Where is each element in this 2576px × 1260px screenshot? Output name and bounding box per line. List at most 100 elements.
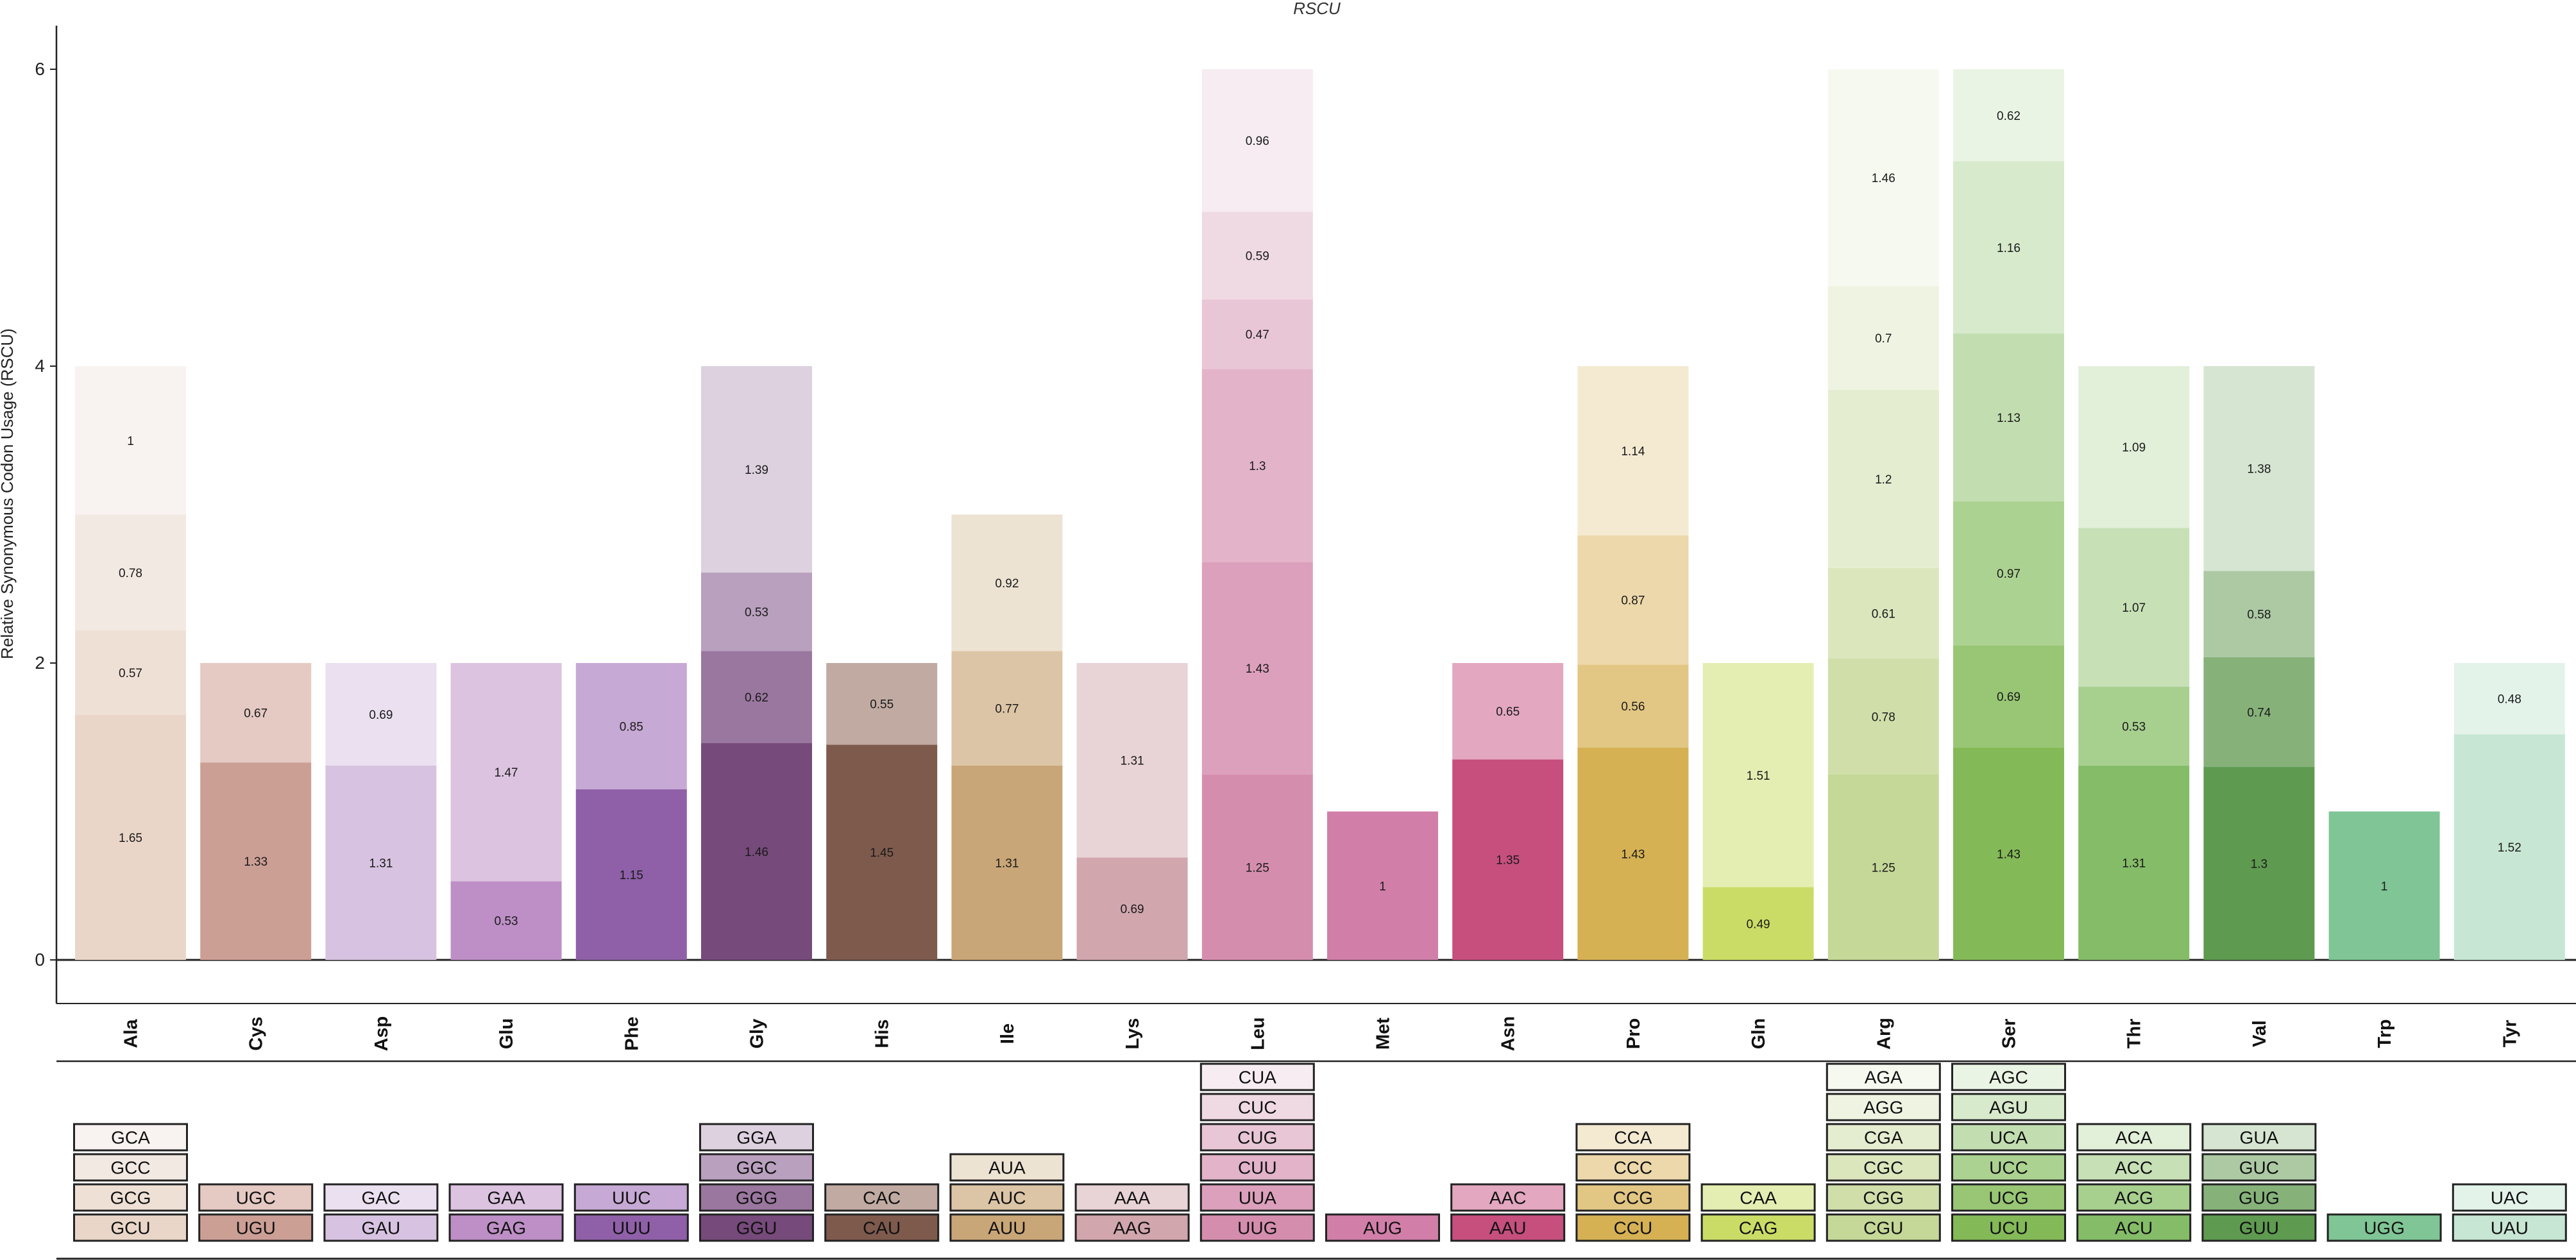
codon-label-cgu: CGU bbox=[1863, 1218, 1903, 1238]
codon-label-acc: ACC bbox=[2115, 1158, 2153, 1178]
bar-segment-ucc bbox=[1953, 501, 2064, 646]
bar-segment-aau bbox=[1452, 759, 1564, 960]
data-label-aaa: 1.31 bbox=[1121, 755, 1144, 768]
bar-segment-guu bbox=[2203, 767, 2315, 960]
bar-segment-cug bbox=[1201, 299, 1313, 369]
codon-label-uua: UUA bbox=[1239, 1188, 1276, 1208]
codon-box-aua bbox=[949, 1153, 1065, 1182]
codon-label-aua: AUA bbox=[988, 1158, 1026, 1178]
x-tick-label-glu: Glu bbox=[496, 1018, 517, 1049]
codon-label-gcu: GCU bbox=[110, 1218, 150, 1238]
codon-box-aac bbox=[1450, 1183, 1566, 1212]
codon-box-ucu bbox=[1951, 1213, 2066, 1242]
codon-box-gag bbox=[448, 1213, 564, 1242]
data-label-acu: 1.31 bbox=[2122, 857, 2146, 870]
data-label-cgu: 1.25 bbox=[1872, 861, 1895, 875]
y-axis-ticks: 0 2 4 6 bbox=[35, 59, 56, 970]
data-label-gua: 1.38 bbox=[2247, 463, 2271, 476]
data-label-uac: 0.48 bbox=[2498, 693, 2521, 707]
x-tick-label-asn: Asn bbox=[1498, 1016, 1519, 1052]
bar-segment-cuc bbox=[1201, 212, 1313, 299]
bar-segment-acu bbox=[2078, 765, 2190, 960]
bar-segment-aga bbox=[1827, 69, 1939, 286]
data-label-aug: 1 bbox=[1379, 880, 1386, 893]
codon-box-aca bbox=[2076, 1123, 2192, 1152]
bar-segment-ccu bbox=[1577, 747, 1689, 960]
codon-label-agg: AGG bbox=[1863, 1098, 1903, 1118]
data-label-ccc: 0.87 bbox=[1621, 594, 1645, 608]
bar-segment-gag bbox=[450, 881, 562, 960]
data-label-ccg: 0.56 bbox=[1621, 700, 1645, 714]
bar-segment-aaa bbox=[1076, 663, 1188, 858]
data-label-ccu: 1.43 bbox=[1621, 848, 1645, 861]
x-tick-label-tyr: Tyr bbox=[2500, 1020, 2520, 1048]
bar-segment-guc bbox=[2203, 571, 2315, 657]
data-label-uua: 1.43 bbox=[1246, 662, 1269, 676]
codon-box-ggg bbox=[699, 1183, 814, 1212]
bar-segment-ggu bbox=[701, 743, 812, 960]
data-label-cua: 0.96 bbox=[1246, 135, 1269, 148]
codon-label-guc: GUC bbox=[2239, 1158, 2279, 1178]
data-label-uuu: 1.15 bbox=[620, 869, 643, 882]
codon-label-cgc: CGC bbox=[1863, 1158, 1903, 1178]
x-tick-label-phe: Phe bbox=[622, 1016, 642, 1050]
bar-segment-ucg bbox=[1953, 645, 2064, 748]
bar-segment-ugc bbox=[200, 663, 312, 763]
codon-box-acg bbox=[2076, 1183, 2192, 1212]
codon-label-cac: CAC bbox=[863, 1188, 901, 1208]
codon-label-caa: CAA bbox=[1740, 1188, 1777, 1208]
codon-label-gaa: GAA bbox=[487, 1188, 525, 1208]
bar-segment-gua bbox=[2203, 366, 2315, 571]
data-label-gcg: 0.57 bbox=[119, 667, 142, 680]
y-axis-label: Relative Synonymous Codon Usage (RSCU) bbox=[0, 328, 17, 659]
codon-label-gag: GAG bbox=[486, 1218, 526, 1238]
codon-label-cuc: CUC bbox=[1238, 1098, 1277, 1118]
bar-segment-gaa bbox=[450, 663, 562, 882]
bar-segment-aua bbox=[951, 514, 1063, 651]
codon-label-aga: AGA bbox=[1865, 1068, 1902, 1088]
data-label-gga: 1.39 bbox=[745, 464, 768, 477]
codon-box-gaa bbox=[448, 1183, 564, 1212]
codon-label-aac: AAC bbox=[1489, 1188, 1527, 1208]
codon-label-ggu: GGU bbox=[736, 1218, 777, 1238]
x-tick-label-thr: Thr bbox=[2124, 1019, 2145, 1049]
data-label-gaa: 1.47 bbox=[495, 766, 518, 780]
bar-segment-acc bbox=[2078, 528, 2190, 687]
bar-segment-aca bbox=[2078, 366, 2190, 528]
codon-box-auu bbox=[949, 1213, 1065, 1242]
codon-box-cgc bbox=[1826, 1153, 1941, 1182]
bar-segment-aag bbox=[1076, 857, 1188, 960]
codon-label-uuc: UUC bbox=[612, 1188, 651, 1208]
codon-label-aaa: AAA bbox=[1114, 1188, 1150, 1208]
bar-segment-uca bbox=[1953, 333, 2064, 501]
codon-label-ugc: UGC bbox=[236, 1188, 276, 1208]
codon-label-aau: AAU bbox=[1489, 1218, 1527, 1238]
data-label-cca: 1.14 bbox=[1621, 445, 1645, 458]
codon-box-uuc bbox=[573, 1183, 689, 1212]
bar-segment-aug bbox=[1327, 811, 1438, 960]
data-label-agg: 0.7 bbox=[1875, 332, 1892, 346]
codon-box-cag bbox=[1700, 1213, 1816, 1242]
data-label-cgc: 0.61 bbox=[1872, 607, 1895, 621]
data-label-ugc: 0.67 bbox=[244, 707, 267, 721]
x-tick-label-trp: Trp bbox=[2375, 1019, 2395, 1048]
data-label-agc: 0.62 bbox=[1997, 110, 2021, 123]
bar-segment-gug bbox=[2203, 657, 2315, 768]
y-tick-label: 4 bbox=[35, 356, 45, 376]
codon-box-gcc bbox=[73, 1153, 188, 1182]
bar-segment-cua bbox=[1201, 69, 1313, 212]
codon-box-uau bbox=[2452, 1213, 2567, 1242]
data-label-uau: 1.52 bbox=[2498, 841, 2521, 855]
data-label-acg: 0.53 bbox=[2122, 720, 2146, 734]
data-label-aga: 1.46 bbox=[1872, 172, 1895, 185]
bar-segment-uau bbox=[2453, 734, 2565, 960]
codon-box-acc bbox=[2076, 1153, 2192, 1182]
x-tick-label-pro: Pro bbox=[1623, 1018, 1644, 1049]
codon-box-agc bbox=[1951, 1063, 2066, 1091]
codon-label-gcg: GCG bbox=[110, 1188, 151, 1208]
data-label-ucc: 0.97 bbox=[1997, 567, 2021, 581]
codon-box-aau bbox=[1450, 1213, 1566, 1242]
x-tick-label-met: Met bbox=[1373, 1018, 1394, 1050]
x-tick-label-cys: Cys bbox=[246, 1016, 267, 1050]
codon-box-ccc bbox=[1575, 1153, 1691, 1182]
